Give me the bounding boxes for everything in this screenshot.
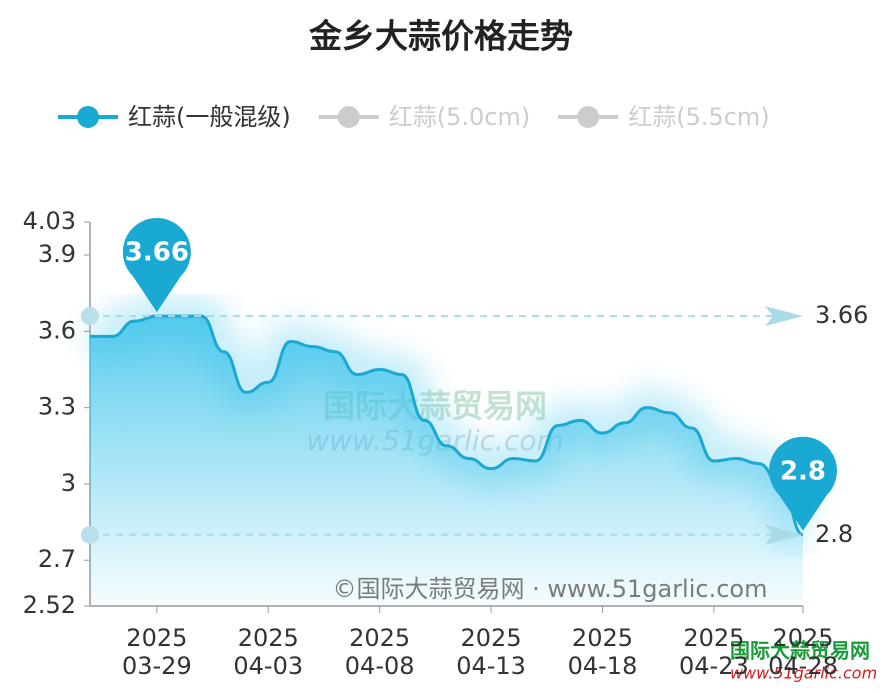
ref-label: 2.8 [815, 520, 853, 548]
area [90, 316, 803, 606]
ref-start [81, 307, 99, 326]
logo-bg [696, 640, 878, 690]
pin-label: 3.66 [125, 238, 189, 268]
legend-label: 红蒜(5.0cm) [389, 103, 530, 131]
y-tick-label: 2.52 [23, 591, 76, 619]
y-tick-label: 3.3 [38, 393, 76, 421]
pin [769, 436, 837, 531]
x-tick-label: 2025 04-28 [768, 624, 838, 680]
x-tick-label: 2025 04-23 [679, 624, 749, 680]
ref-start [81, 525, 99, 544]
y-tick-label: 3 [61, 469, 76, 497]
y-tick-label: 2.7 [38, 545, 76, 573]
legend-label: 红蒜(5.5cm) [628, 103, 769, 131]
x-tick-label: 2025 04-18 [567, 624, 638, 680]
legend-dot [337, 106, 360, 128]
chart-title: 金乡大蒜价格走势 [308, 17, 573, 56]
legend-dot [77, 106, 99, 128]
y-tick-label: 3.9 [38, 240, 76, 268]
legend-dot [577, 106, 600, 128]
pin [122, 218, 191, 313]
logo-name: 国际大蒜贸易网 [730, 639, 870, 663]
ref-arrow [765, 524, 803, 545]
x-tick-label: 2025 04-03 [233, 624, 304, 680]
x-tick-label: 2025 04-13 [456, 624, 526, 680]
pin-label: 2.8 [780, 456, 826, 486]
legend-label: 红蒜(一般混级) [128, 103, 291, 131]
line [90, 314, 804, 537]
logo-url: www.51garlic.com [730, 664, 877, 683]
watermark-text: ©国际大蒜贸易网 · www.51garlic.com [333, 575, 768, 603]
y-tick-label: 3.6 [38, 316, 76, 344]
y-tick-label: 4.03 [23, 207, 76, 235]
ref-arrow [765, 306, 803, 327]
x-tick-label: 2025 03-29 [121, 624, 192, 680]
x-tick-label: 2025 04-08 [344, 624, 415, 680]
ref-label: 3.66 [815, 301, 868, 329]
